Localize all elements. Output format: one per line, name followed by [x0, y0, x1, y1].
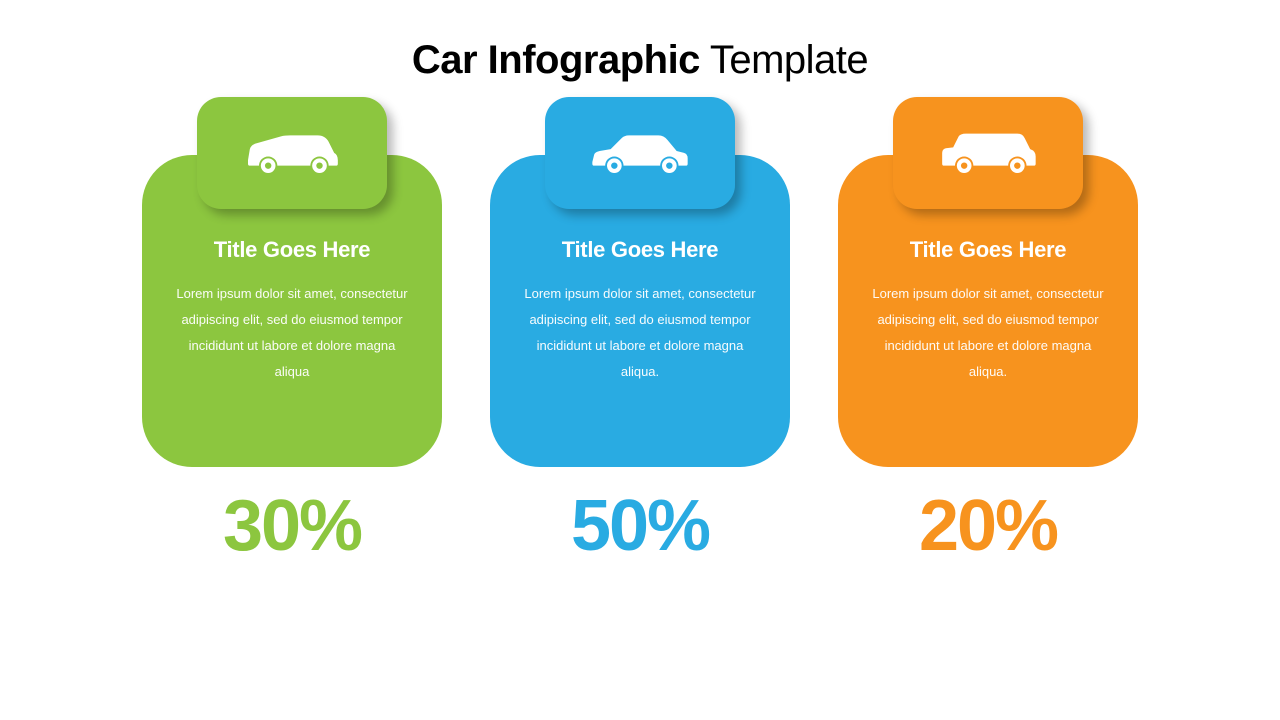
car-sedan-icon [585, 121, 695, 186]
icon-tab-green [197, 97, 387, 209]
car-hatchback-icon [237, 121, 347, 186]
percent-orange: 20% [919, 485, 1057, 567]
percent-blue: 50% [571, 485, 709, 567]
card-green: Title Goes Here Lorem ipsum dolor sit am… [142, 155, 442, 567]
card-title: Title Goes Here [518, 237, 762, 263]
card-title: Title Goes Here [866, 237, 1110, 263]
cards-row: Title Goes Here Lorem ipsum dolor sit am… [0, 155, 1280, 567]
card-text: Lorem ipsum dolor sit amet, consectetur … [170, 281, 414, 385]
card-orange: Title Goes Here Lorem ipsum dolor sit am… [838, 155, 1138, 567]
icon-tab-blue [545, 97, 735, 209]
card-title: Title Goes Here [170, 237, 414, 263]
card-blue: Title Goes Here Lorem ipsum dolor sit am… [490, 155, 790, 567]
page-title: Car Infographic Template [0, 0, 1280, 83]
percent-green: 30% [223, 485, 361, 567]
page-title-bold: Car Infographic [412, 38, 700, 82]
card-text: Lorem ipsum dolor sit amet, consectetur … [518, 281, 762, 385]
card-text: Lorem ipsum dolor sit amet, consectetur … [866, 281, 1110, 385]
page-title-light: Template [700, 38, 868, 82]
icon-tab-orange [893, 97, 1083, 209]
car-suv-icon [933, 121, 1043, 186]
